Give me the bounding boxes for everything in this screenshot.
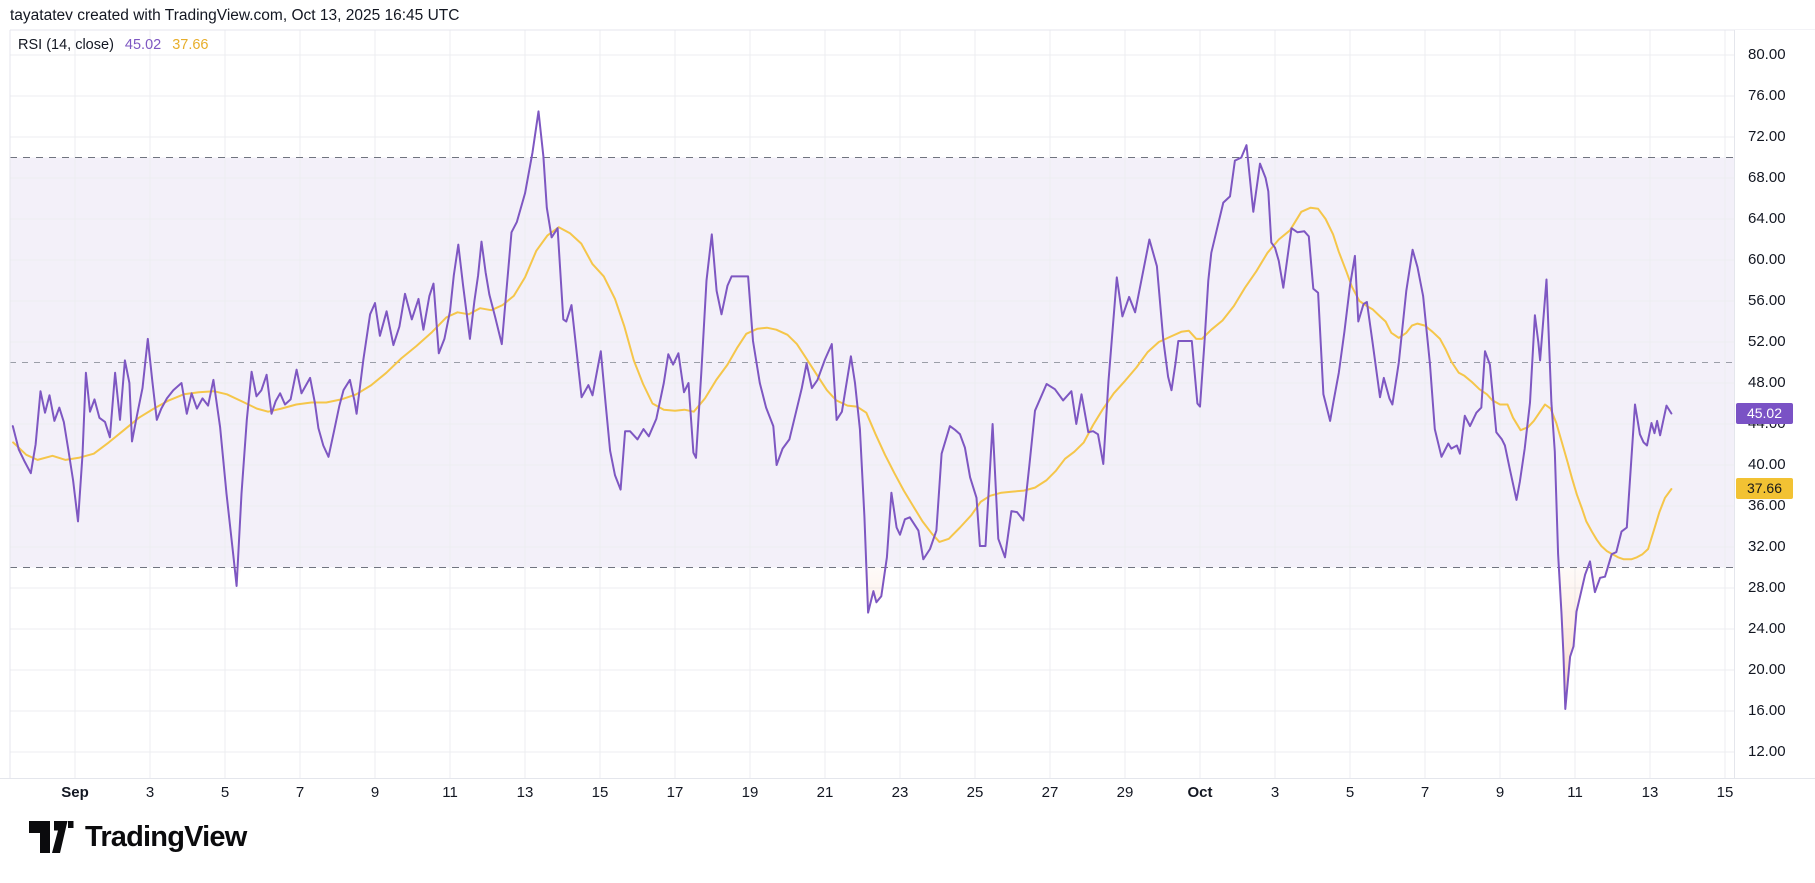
x-axis-label: 25 [966, 784, 984, 801]
x-axis-label: 17 [666, 784, 684, 801]
tradingview-logo[interactable]: TradingView [28, 820, 247, 854]
y-axis-label: 52.00 [1748, 333, 1786, 350]
rsi-chart-canvas[interactable] [0, 0, 1815, 810]
y-axis-label: 60.00 [1748, 251, 1786, 268]
x-axis-label: 13 [516, 784, 534, 801]
x-axis-label: 3 [1270, 784, 1280, 801]
indicator-legend[interactable]: RSI (14, close) 45.02 37.66 [18, 37, 209, 53]
rsi-current-value: 45.02 [124, 37, 162, 53]
footer-area: TradingView [0, 806, 1815, 883]
y-axis-label: 24.00 [1748, 620, 1786, 637]
x-axis-label: Oct [1187, 784, 1213, 801]
x-axis-label: 21 [816, 784, 834, 801]
time-axis[interactable]: Sep 3 5 7 9 11 13 15 17 19 21 23 25 27 29 Oct 3 5 7 9 11 13 15 [0, 778, 1815, 808]
x-axis-label: 29 [1116, 784, 1134, 801]
y-axis-label: 20.00 [1748, 661, 1786, 678]
x-axis-label: Sep [61, 784, 89, 801]
y-axis-label: 48.00 [1748, 374, 1786, 391]
y-axis-label: 16.00 [1748, 702, 1786, 719]
x-axis-label: 15 [591, 784, 609, 801]
x-axis-label: 19 [741, 784, 759, 801]
x-axis-label: 15 [1716, 784, 1734, 801]
x-axis-label: 27 [1041, 784, 1059, 801]
ma-price-badge-label: 37.66 [1746, 480, 1783, 497]
ma-current-value: 37.66 [172, 37, 209, 53]
tradingview-logo-text: TradingView [85, 820, 247, 853]
y-axis-label: 68.00 [1748, 169, 1786, 186]
y-axis-label: 76.00 [1748, 87, 1786, 104]
chart-pane[interactable]: RSI (14, close) 45.02 37.66 80.00 76.00 72… [0, 0, 1815, 810]
x-axis-label: 9 [370, 784, 380, 801]
x-axis-label: 7 [295, 784, 305, 801]
x-axis-label: 5 [1345, 784, 1355, 801]
rsi-line [11, 110, 1673, 710]
y-axis-label: 80.00 [1748, 46, 1786, 63]
y-axis-label: 56.00 [1748, 292, 1786, 309]
indicator-title[interactable]: RSI (14, close) [18, 37, 114, 53]
x-axis-label: 11 [1567, 784, 1583, 801]
x-axis-label: 5 [220, 784, 230, 801]
y-axis-label: 28.00 [1748, 579, 1786, 596]
x-axis-label: 9 [1495, 784, 1505, 801]
x-axis-label: 7 [1420, 784, 1430, 801]
x-axis-label: 23 [891, 784, 909, 801]
y-axis-label: 72.00 [1748, 128, 1786, 145]
ma-line [12, 206, 1673, 561]
rsi-neutral-band [10, 157, 1734, 568]
y-axis-label: 40.00 [1748, 456, 1786, 473]
y-axis-label: 36.00 [1748, 497, 1786, 514]
y-axis-label: 12.00 [1748, 743, 1786, 760]
x-axis-label: 11 [442, 784, 458, 801]
rsi-price-badge: 45.02 [1736, 403, 1793, 425]
oversold-fill [12, 567, 1672, 709]
x-axis-label: 13 [1641, 784, 1659, 801]
rsi-price-badge-label: 45.02 [1746, 405, 1783, 422]
y-axis-label: 64.00 [1748, 210, 1786, 227]
tradingview-logo-icon [29, 821, 74, 853]
y-axis-label: 32.00 [1748, 538, 1786, 555]
x-axis-label: 3 [145, 784, 155, 801]
attribution-text: tayatatev created with TradingView.com, … [10, 7, 460, 24]
ma-price-badge: 37.66 [1736, 478, 1793, 500]
